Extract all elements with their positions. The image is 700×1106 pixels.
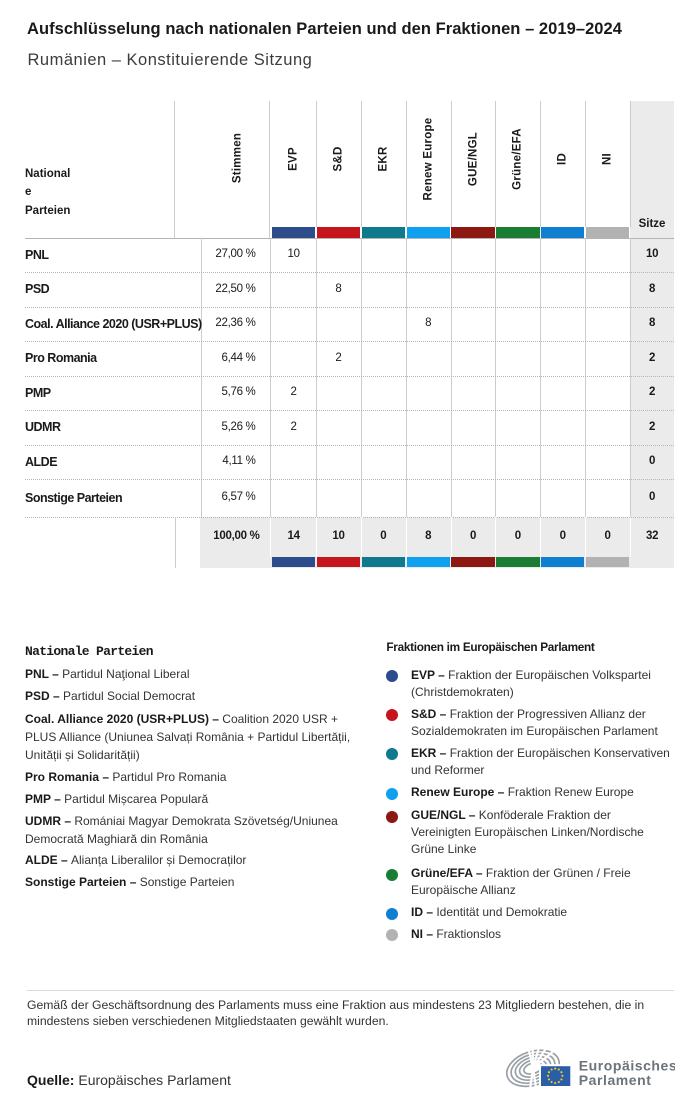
svg-text:Europäisches: Europäisches	[579, 1058, 675, 1074]
svg-text:Parlament: Parlament	[579, 1072, 652, 1088]
